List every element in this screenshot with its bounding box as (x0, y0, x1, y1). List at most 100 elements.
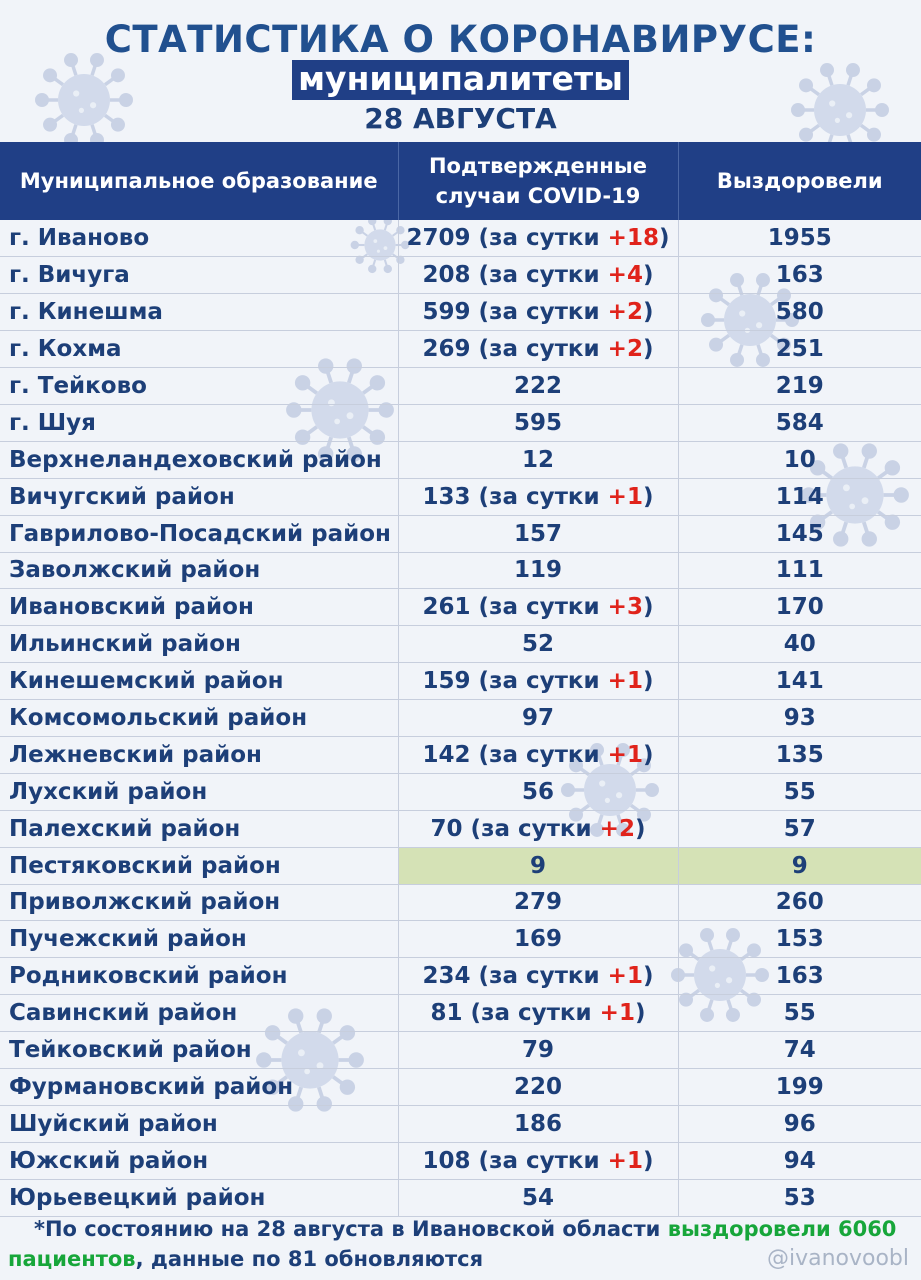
table-row: Верхнеландеховский район 12 10 (0, 441, 921, 479)
confirmed-cell: 159 (за сутки +1) (398, 662, 679, 701)
daily-label: за сутки (481, 1000, 592, 1027)
recovered-value: 55 (678, 773, 921, 811)
recovered-value: 55 (678, 994, 921, 1033)
confirmed-value: 70 (430, 815, 463, 842)
confirmed-value: 159 (422, 668, 471, 695)
daily-increase: +1 (599, 1000, 635, 1027)
table-row: г. Иваново 2709 (за сутки +18) 1955 (0, 220, 921, 258)
municipality-name: Ильинский район (0, 625, 399, 664)
municipality-name: г. Тейково (0, 367, 399, 405)
recovered-value: 145 (678, 515, 921, 553)
report-date: 28 АВГУСТА (364, 102, 557, 135)
daily-increase: +1 (607, 483, 643, 510)
footer-text-b: , данные по 81 обновляются (135, 1247, 484, 1271)
confirmed-cell: 169 (398, 920, 679, 959)
confirmed-cell: 56 (398, 773, 679, 811)
recovered-value: 153 (678, 920, 921, 959)
confirmed-value: 108 (422, 1147, 471, 1174)
table-row: Кинешемский район 159 (за сутки +1) 141 (0, 662, 921, 701)
column-header-confirmed: Подтвержденные случаи COVID-19 (398, 142, 679, 220)
recovered-value: 74 (678, 1031, 921, 1069)
table-row: г. Кохма 269 (за сутки +2) 251 (0, 330, 921, 369)
municipality-name: г. Вичуга (0, 256, 399, 295)
daily-increase: +18 (607, 225, 659, 252)
confirmed-cell: 269 (за сутки +2) (398, 330, 679, 369)
confirmed-cell: 234 (за сутки +1) (398, 957, 679, 996)
table-row: г. Кинешма 599 (за сутки +2) 580 (0, 293, 921, 332)
recovered-value: 114 (678, 478, 921, 516)
table-row: Лежневский район 142 (за сутки +1) 135 (0, 736, 921, 774)
confirmed-value: 133 (422, 483, 471, 510)
daily-increase: +2 (607, 299, 643, 326)
daily-increase: +2 (599, 815, 635, 842)
daily-label: за сутки (489, 299, 600, 326)
recovered-value: 10 (678, 441, 921, 479)
recovered-value: 251 (678, 330, 921, 369)
recovered-value: 260 (678, 884, 921, 922)
table-row: г. Тейково 222 219 (0, 367, 921, 405)
recovered-value: 135 (678, 736, 921, 774)
confirmed-cell: 52 (398, 625, 679, 664)
table-row: Ивановский район 261 (за сутки +3) 170 (0, 588, 921, 627)
confirmed-value: 234 (422, 963, 471, 990)
confirmed-value: 157 (513, 520, 562, 547)
confirmed-cell: 186 (398, 1105, 679, 1143)
table-row: Родниковский район 234 (за сутки +1) 163 (0, 957, 921, 996)
recovered-value: 57 (678, 810, 921, 848)
confirmed-cell: 157 (398, 515, 679, 553)
daily-increase: +1 (607, 668, 643, 695)
confirmed-cell: 97 (398, 699, 679, 737)
confirmed-cell: 261 (за сутки +3) (398, 588, 679, 627)
municipality-name: Тейковский район (0, 1031, 399, 1069)
confirmed-value: 2709 (406, 225, 471, 252)
confirmed-value: 12 (521, 446, 554, 473)
recovered-value: 94 (678, 1142, 921, 1180)
confirmed-value: 279 (513, 889, 562, 916)
table-row: Пучежский район 169 153 (0, 920, 921, 959)
table-row: Шуйский район 186 96 (0, 1105, 921, 1143)
table-row: г. Шуя 595 584 (0, 404, 921, 442)
confirmed-value: 52 (521, 631, 554, 658)
daily-increase: +1 (607, 963, 643, 990)
recovered-value: 580 (678, 293, 921, 332)
confirmed-value: 97 (521, 705, 554, 732)
confirmed-value: 186 (513, 1110, 562, 1137)
confirmed-cell: 208 (за сутки +4) (398, 256, 679, 295)
recovered-value: 111 (678, 552, 921, 590)
confirmed-cell: 12 (398, 441, 679, 479)
table-row: Пестяковский район 9 9 (0, 847, 921, 885)
daily-increase: +4 (607, 262, 643, 289)
confirmed-value: 54 (521, 1184, 554, 1211)
table-row: Тейковский район 79 74 (0, 1031, 921, 1069)
confirmed-cell: 220 (398, 1068, 679, 1106)
municipality-name: г. Кинешма (0, 293, 399, 332)
municipality-name: г. Кохма (0, 330, 399, 369)
daily-label: за сутки (489, 668, 600, 695)
municipality-name: Пучежский район (0, 920, 399, 959)
confirmed-cell: 70 (за сутки +2) (398, 810, 679, 848)
municipality-name: Вичугский район (0, 478, 399, 516)
confirmed-cell: 119 (398, 552, 679, 590)
confirmed-value: 119 (513, 557, 562, 584)
recovered-value: 163 (678, 957, 921, 996)
confirmed-value: 142 (422, 741, 471, 768)
municipality-name: Ивановский район (0, 588, 399, 627)
daily-increase: +3 (607, 594, 643, 621)
municipality-name: Пестяковский район (0, 847, 399, 885)
municipality-name: Верхнеландеховский район (0, 441, 399, 479)
confirmed-value: 595 (513, 409, 562, 436)
confirmed-cell: 9 (398, 847, 679, 885)
recovered-value: 170 (678, 588, 921, 627)
municipality-name: Кинешемский район (0, 662, 399, 701)
table-row: Палехский район 70 (за сутки +2) 57 (0, 810, 921, 848)
confirmed-cell: 108 (за сутки +1) (398, 1142, 679, 1180)
confirmed-value: 599 (422, 299, 471, 326)
confirmed-cell: 599 (за сутки +2) (398, 293, 679, 332)
municipality-name: Комсомольский район (0, 699, 399, 737)
recovered-value: 219 (678, 367, 921, 405)
recovered-value: 96 (678, 1105, 921, 1143)
confirmed-value: 222 (513, 373, 562, 399)
daily-increase: +1 (607, 1147, 643, 1174)
table-row: Заволжский район 119 111 (0, 552, 921, 590)
confirmed-value: 9 (529, 852, 546, 879)
